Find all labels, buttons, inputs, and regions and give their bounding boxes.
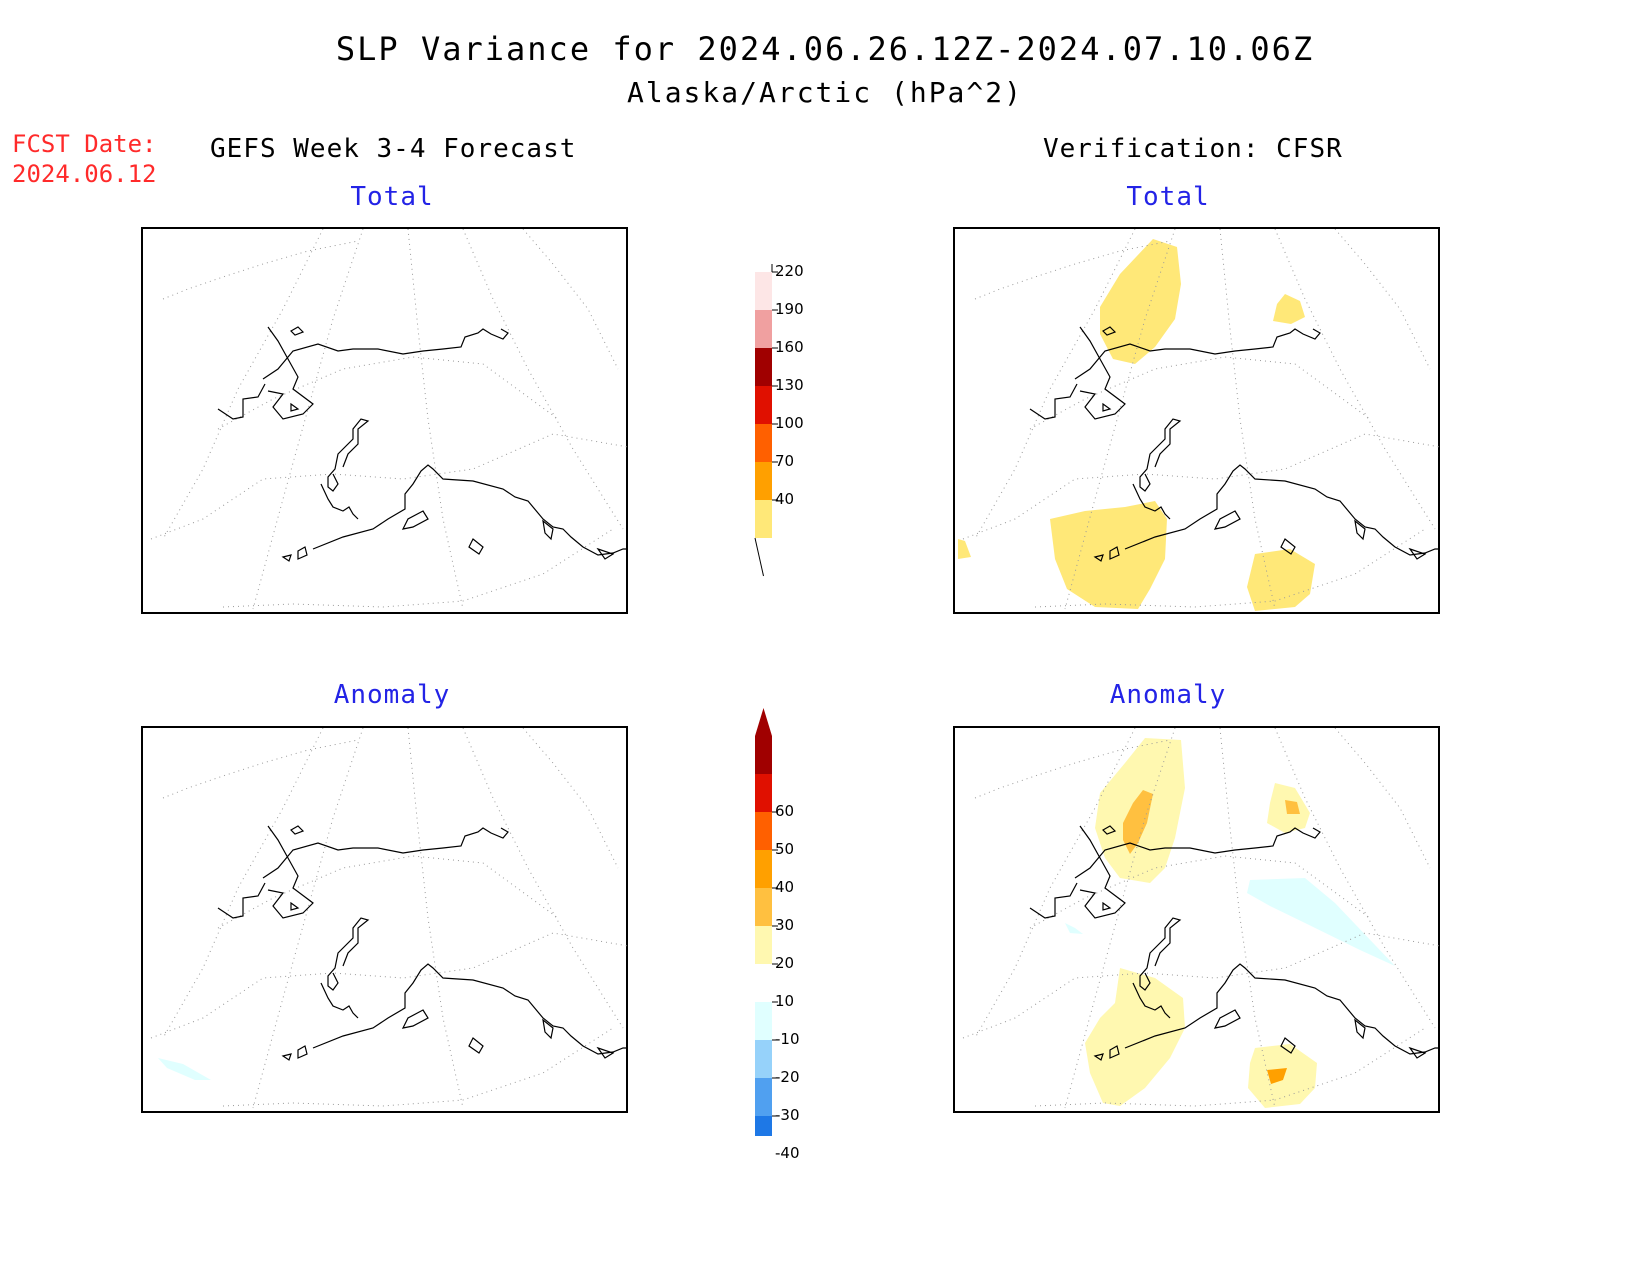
colorbar-tick-label: -20 bbox=[775, 1068, 800, 1086]
colorbar-tick-label: -10 bbox=[775, 1030, 800, 1048]
colorbar-tick-label: 190 bbox=[775, 300, 804, 318]
colorbar-segment bbox=[755, 888, 772, 926]
verification-anomaly-map-graphic bbox=[962, 728, 1440, 1109]
colorbar-top-arrow bbox=[755, 708, 772, 736]
figure-subtitle: Alaska/Arctic (hPa^2) bbox=[626, 76, 1023, 109]
colorbar-tick-label: 160 bbox=[775, 338, 804, 356]
verification-total-map-graphic bbox=[958, 229, 1440, 611]
forecast-anomaly-label: Anomaly bbox=[333, 680, 451, 710]
anomaly-colorbar bbox=[755, 708, 778, 1136]
colorbar-segment bbox=[755, 500, 772, 538]
colorbar-tick-label: 30 bbox=[775, 916, 795, 934]
colorbar-segment bbox=[755, 1116, 772, 1136]
colorbar-segment bbox=[755, 926, 772, 964]
forecast-total-map bbox=[141, 227, 628, 614]
colorbar-segment bbox=[755, 1002, 772, 1040]
colorbar-tick-label: 20 bbox=[775, 954, 795, 972]
colorbar-tick-label: -30 bbox=[775, 1106, 800, 1124]
colorbar-tick-label: 220 bbox=[775, 262, 804, 280]
colorbar-tick-label: -40 bbox=[775, 1144, 800, 1162]
colorbar-segment bbox=[755, 812, 772, 850]
colorbar-tick-label: 10 bbox=[775, 992, 795, 1010]
figure-title: SLP Variance for 2024.06.26.12Z-2024.07.… bbox=[335, 30, 1315, 68]
colorbar-segment bbox=[755, 1040, 772, 1078]
colorbar-segment bbox=[755, 964, 772, 1002]
colorbar-segment bbox=[755, 774, 772, 812]
colorbar-segment bbox=[755, 310, 772, 348]
colorbar-tick-label: 40 bbox=[775, 878, 795, 896]
colorbar-segment bbox=[755, 424, 772, 462]
colorbar-tick-label: 50 bbox=[775, 840, 795, 858]
total-colorbar bbox=[754, 264, 778, 577]
colorbar-tick-label: 60 bbox=[775, 802, 795, 820]
verification-column-heading: Verification: CFSR bbox=[1043, 134, 1343, 164]
colorbar-segment bbox=[755, 462, 772, 500]
colorbar-segment bbox=[755, 386, 772, 424]
colorbar-segment bbox=[755, 272, 772, 310]
fcst-date-label: FCST Date: bbox=[12, 130, 157, 158]
verification-total-label: Total bbox=[1126, 182, 1210, 212]
fcst-date-value: 2024.06.12 bbox=[12, 160, 157, 188]
forecast-anomaly-map-graphic bbox=[150, 728, 628, 1109]
verification-anomaly-label: Anomaly bbox=[1109, 680, 1227, 710]
colorbar-segment bbox=[755, 1078, 772, 1116]
colorbar-tick-label: 130 bbox=[775, 376, 804, 394]
verification-anomaly-map bbox=[953, 726, 1440, 1113]
colorbar-segment bbox=[755, 348, 772, 386]
colorbar-segment bbox=[755, 736, 772, 774]
forecast-total-label: Total bbox=[350, 182, 434, 212]
colorbar-tick-label: 40 bbox=[775, 490, 795, 508]
colorbar-tick-label: 100 bbox=[775, 414, 804, 432]
forecast-total-map-graphic bbox=[150, 229, 628, 610]
forecast-column-heading: GEFS Week 3-4 Forecast bbox=[210, 134, 577, 164]
colorbar-segment bbox=[755, 850, 772, 888]
colorbar-tick-label: 70 bbox=[775, 452, 795, 470]
forecast-anomaly-map bbox=[141, 726, 628, 1113]
verification-total-map bbox=[953, 227, 1440, 614]
